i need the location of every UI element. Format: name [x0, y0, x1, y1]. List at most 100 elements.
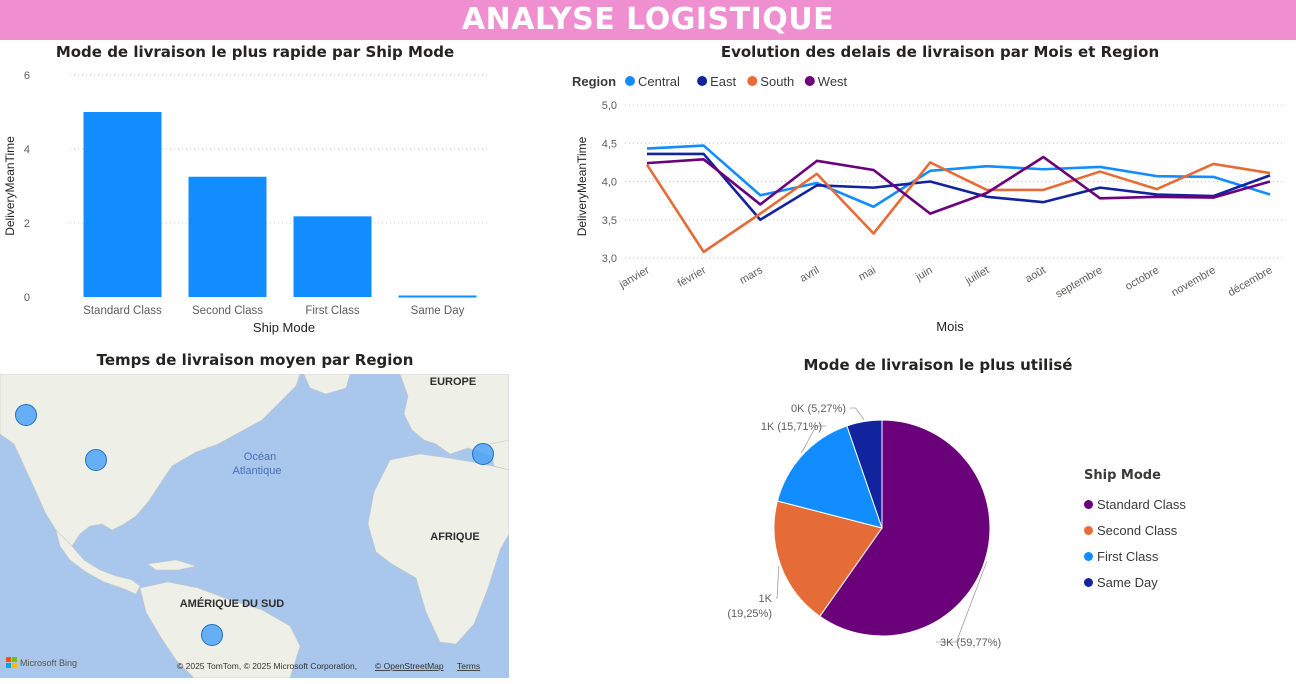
- line-x-tick: mai: [857, 264, 878, 283]
- line-series-central[interactable]: [646, 144, 1271, 209]
- pie-slice-standard-class[interactable]: [819, 419, 991, 637]
- bar-y-tick: 2: [24, 218, 30, 230]
- pie-leader-line: [850, 407, 865, 420]
- bar-second-class[interactable]: [188, 176, 267, 297]
- line-x-tick: décembre: [1226, 264, 1274, 299]
- pie-slice-first-class[interactable]: [776, 425, 883, 529]
- line-legend-west[interactable]: West: [818, 74, 848, 89]
- line-legend-title: Region: [572, 74, 616, 89]
- map-label-europe: EUROPE: [430, 376, 476, 388]
- map-title: Temps de livraison moyen par Region: [96, 351, 414, 369]
- bar-standard-class[interactable]: [83, 112, 162, 297]
- land-africa: [367, 453, 509, 645]
- osm-link[interactable]: © OpenStreetMap: [375, 661, 444, 671]
- line-chart: 3,0 3,5 4,0 4,5 5,0 janvier février mars avril ma…: [572, 74, 1282, 334]
- map-attribution: © 2025 TomTom, © 2025 Microsoft Corporat…: [177, 661, 357, 671]
- line-legend-dot-icon: [625, 76, 635, 86]
- map-bubble-south[interactable]: [201, 624, 223, 646]
- pie-slice-second-class[interactable]: [773, 500, 883, 617]
- pie-data-label: (19,25%): [727, 608, 772, 620]
- map-label-afrique: AFRIQUE: [430, 531, 480, 543]
- line-series-south[interactable]: [645, 161, 1271, 254]
- map-bubble-east[interactable]: [472, 443, 494, 465]
- pie-leader-line: [936, 561, 988, 643]
- legend-dot-icon: [1084, 551, 1093, 561]
- legend-label: Same Day: [1097, 574, 1158, 590]
- pie-leader-line: [800, 425, 826, 454]
- pie-legend: Ship Mode Standard Class Second Class Fi…: [1084, 468, 1186, 595]
- bar-same-day[interactable]: [398, 295, 477, 298]
- line-x-tick: octobre: [1123, 264, 1161, 293]
- line-y-tick: 3,5: [602, 215, 617, 227]
- line-y-tick: 5,0: [602, 100, 617, 112]
- region-map[interactable]: EUROPE Océan Atlantique AFRIQUE AMÉRIQUE…: [0, 374, 509, 678]
- bar-first-class[interactable]: [293, 216, 372, 297]
- map-canvas: EUROPE Océan Atlantique AFRIQUE AMÉRIQUE…: [0, 374, 509, 678]
- legend-dot-icon: [1084, 577, 1093, 587]
- pie-legend-item-standard-class[interactable]: Standard Class: [1084, 491, 1186, 517]
- bar-chart-title: Mode de livraison le plus rapide par Shi…: [55, 43, 455, 61]
- legend-label: First Class: [1097, 548, 1159, 564]
- pie-data-label: 3K (59,77%): [940, 637, 1001, 649]
- bar-y-tick: 6: [24, 70, 30, 82]
- bar-y-tick: 4: [24, 144, 30, 156]
- line-x-axis-label: Mois: [936, 319, 964, 334]
- bar-x-tick: Standard Class: [83, 305, 162, 317]
- land-europe: [399, 374, 509, 465]
- line-legend-dot-icon: [747, 76, 758, 86]
- line-x-tick: novembre: [1169, 264, 1217, 299]
- pie-slice-same-day[interactable]: [846, 419, 883, 529]
- line-x-tick: mars: [738, 264, 766, 287]
- pie-data-label: 1K: [759, 593, 773, 605]
- line-series-west[interactable]: [646, 155, 1271, 215]
- line-y-tick: 4,0: [602, 177, 617, 189]
- pie-legend-title: Ship Mode: [1084, 468, 1161, 483]
- line-x-tick: juillet: [963, 264, 992, 287]
- legend-label: Standard Class: [1097, 496, 1186, 512]
- pie-leader-line: [776, 565, 780, 599]
- bing-label: Microsoft Bing: [20, 658, 77, 668]
- line-x-tick: avril: [798, 264, 821, 284]
- pie-data-label: 1K (15,71%): [761, 421, 822, 433]
- line-legend-dot-icon: [697, 76, 708, 86]
- bar-x-axis-label: Ship Mode: [253, 320, 315, 335]
- legend-label: Second Class: [1097, 522, 1178, 538]
- line-series-east[interactable]: [647, 152, 1271, 222]
- map-label-amerique-sud: AMÉRIQUE DU SUD: [180, 597, 285, 610]
- pie-data-label: 0K (5,27%): [791, 403, 846, 415]
- bar-chart: 0 2 4 6 Standard Class Second Class First Clas…: [3, 70, 490, 335]
- legend-dot-icon: [1084, 499, 1093, 509]
- land-central-america: [55, 529, 141, 595]
- terms-link[interactable]: Terms: [457, 661, 480, 671]
- map-label-ocean-line2: Atlantique: [233, 465, 282, 477]
- line-y-tick: 3,0: [602, 253, 617, 265]
- pie-chart: 3K (59,77%) 1K (19,25%) 1K (15,71%) 0K (5,27…: [727, 403, 1001, 649]
- bar-x-tick: Same Day: [411, 305, 465, 317]
- legend-dot-icon: [1084, 525, 1093, 535]
- line-legend-east[interactable]: East: [710, 74, 736, 89]
- map-bubble-west[interactable]: [15, 404, 37, 426]
- dashboard-title: ANALYSE LOGISTIQUE: [0, 0, 1296, 40]
- line-y-tick: 4,5: [602, 138, 617, 150]
- line-x-tick: août: [1023, 264, 1048, 285]
- pie-legend-item-first-class[interactable]: First Class: [1084, 543, 1186, 569]
- bar-x-tick: Second Class: [192, 305, 263, 317]
- pie-legend-item-same-day[interactable]: Same Day: [1084, 569, 1186, 595]
- microsoft-logo-icon: [6, 657, 17, 668]
- line-legend-central[interactable]: Central: [638, 74, 680, 89]
- line-x-tick: juin: [913, 264, 935, 283]
- line-x-tick: septembre: [1054, 264, 1105, 300]
- line-x-tick: février: [676, 264, 709, 290]
- line-x-tick: janvier: [617, 264, 652, 291]
- line-legend-south[interactable]: South: [760, 74, 794, 89]
- pie-chart-title: Mode de livraison le plus utilisé: [803, 356, 1073, 374]
- map-label-ocean-line1: Océan: [244, 451, 276, 463]
- bar-x-tick: First Class: [305, 305, 360, 317]
- bar-y-axis-label: DeliveryMeanTime: [3, 136, 17, 236]
- pie-legend-item-second-class[interactable]: Second Class: [1084, 517, 1186, 543]
- map-bubble-central[interactable]: [85, 449, 107, 471]
- line-y-axis-label: DeliveryMeanTime: [575, 136, 589, 236]
- bar-y-tick: 0: [24, 292, 30, 304]
- line-legend-dot-icon: [804, 76, 815, 86]
- line-chart-title: Evolution des delais de livraison par Mo…: [720, 43, 1160, 61]
